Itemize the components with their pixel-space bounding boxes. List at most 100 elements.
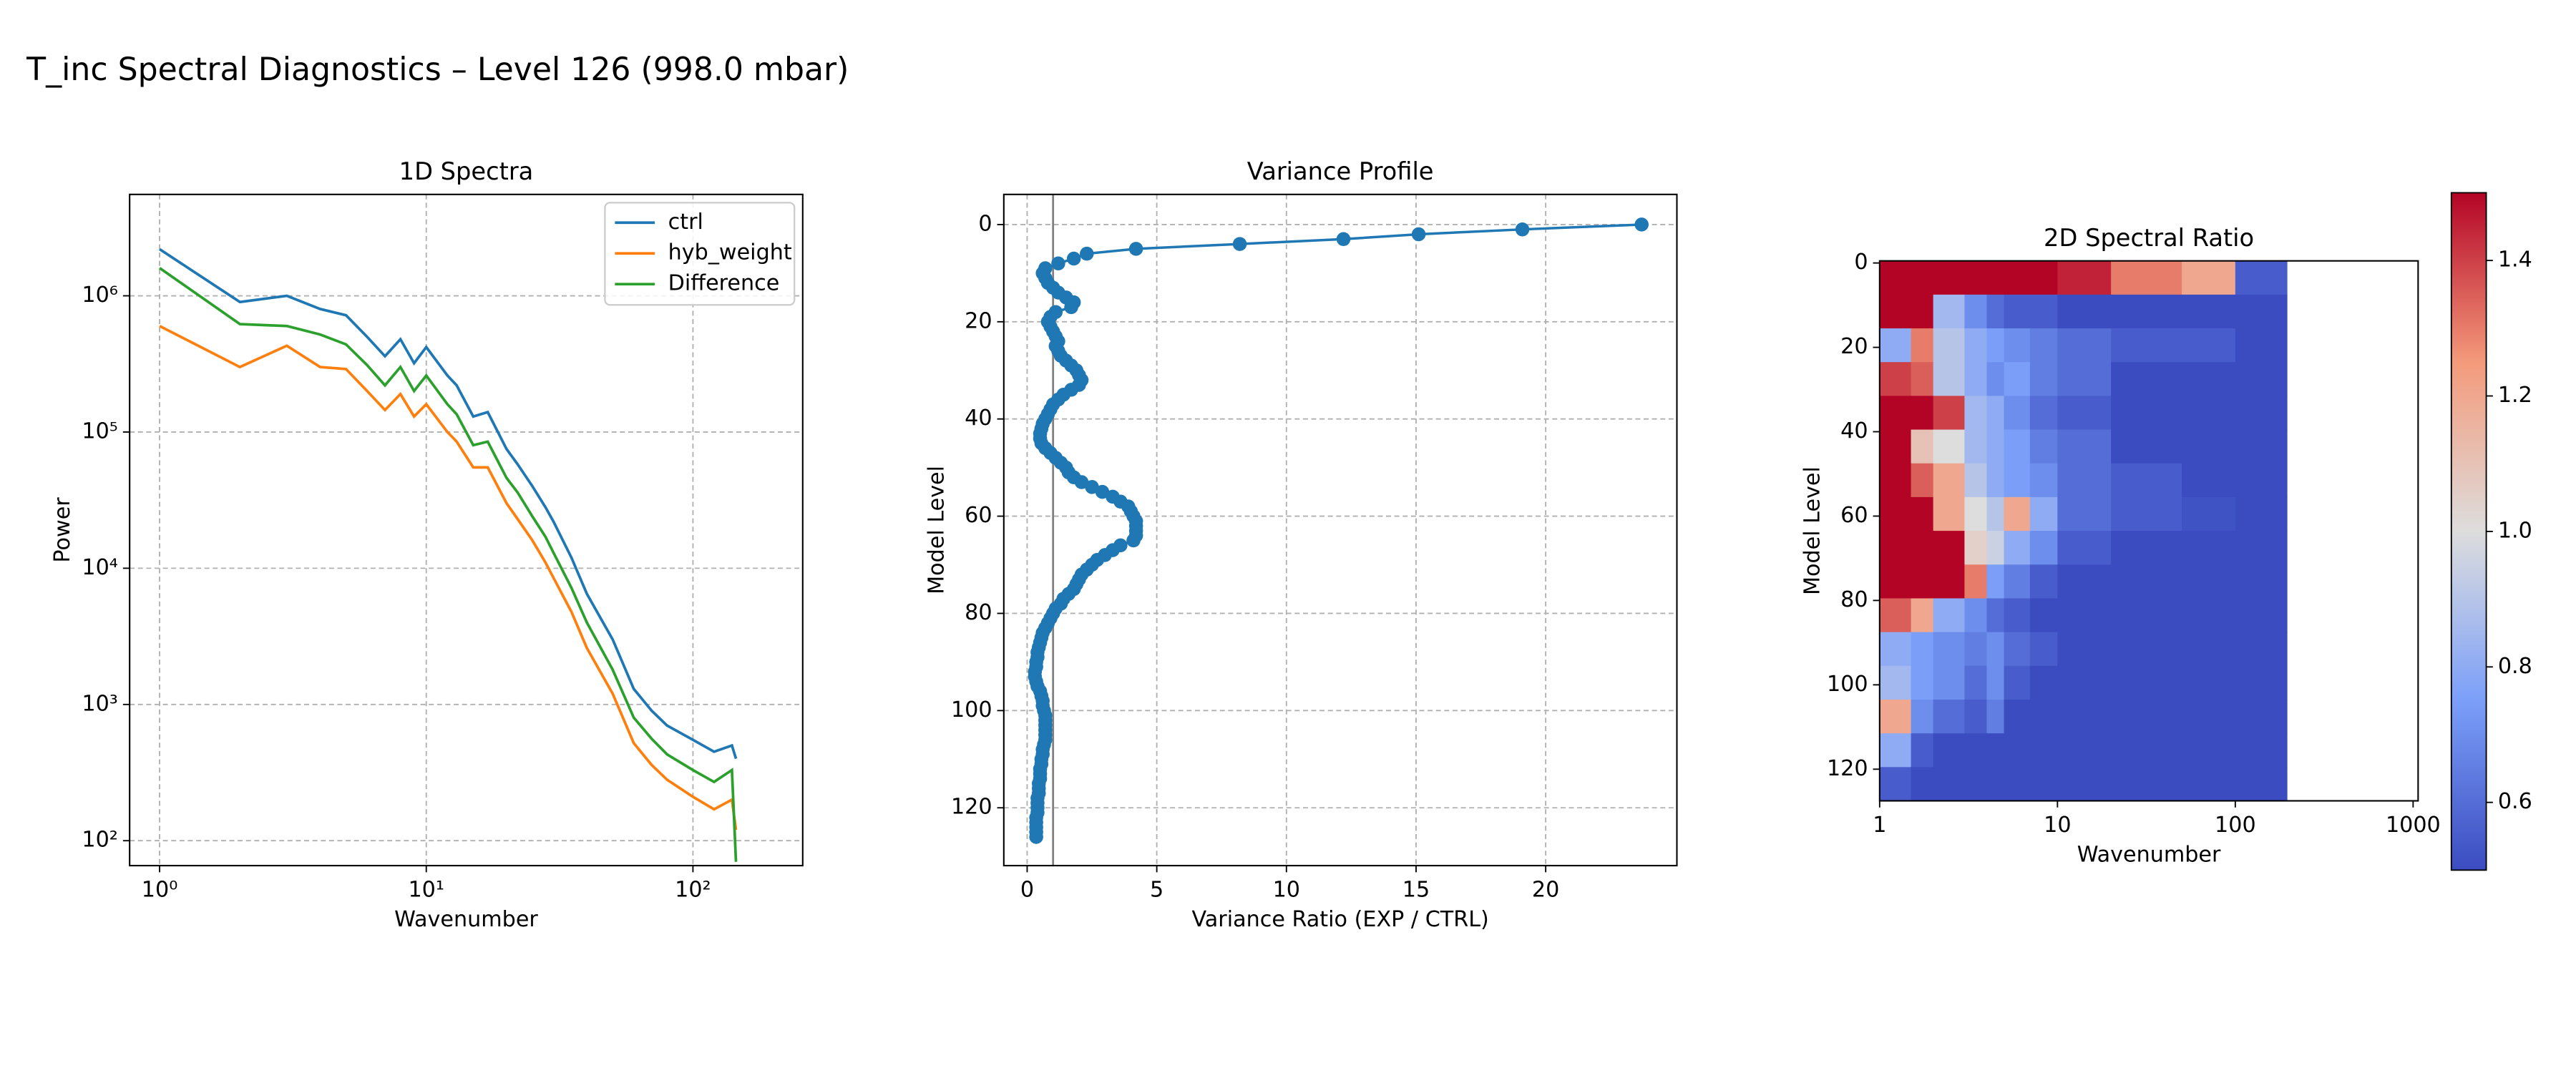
heatmap-cell — [1911, 328, 1934, 363]
heatmap-cell — [1879, 564, 1912, 599]
heatmap-cell — [2004, 260, 2031, 295]
heatmap-cell — [2235, 632, 2288, 667]
heatmap-cell — [2111, 767, 2182, 802]
heatmap-cell — [1911, 463, 1934, 498]
heatmap-cell — [1879, 396, 1912, 431]
heatmap-cell — [2235, 294, 2288, 329]
heatmap-cell — [1964, 598, 1988, 633]
heatmap-cell — [2111, 564, 2182, 599]
heatmap-cell — [2235, 531, 2288, 565]
heatmap-cell — [2057, 733, 2112, 768]
heatmap-cell — [2029, 429, 2059, 464]
heatmap-cell — [2235, 328, 2288, 363]
heatmap-cell — [1933, 699, 1966, 734]
heatmap-cell — [2029, 665, 2059, 700]
heatmap-cell — [2057, 260, 2112, 295]
heatmap-cell — [1933, 767, 1966, 802]
heatmap-cell — [2235, 429, 2288, 464]
heatmap-cell — [2182, 328, 2236, 363]
heatmap-cell — [2111, 598, 2182, 633]
x-tick-label: 10⁰ — [142, 877, 178, 902]
point — [1128, 242, 1143, 256]
point — [1095, 484, 1110, 499]
heatmap-cell — [2235, 598, 2288, 633]
heatmap-cell — [1879, 598, 1912, 633]
figure-title: T_inc Spectral Diagnostics – Level 126 (… — [26, 52, 849, 88]
y-tick-label: 100 — [1827, 672, 1868, 697]
colorbar-tick-label: 0.8 — [2498, 654, 2532, 679]
heatmap-cell — [2004, 632, 2031, 667]
heatmap-cell — [1964, 767, 1988, 802]
x-tick-label: 15 — [1402, 877, 1430, 902]
heatmap-cell — [1986, 429, 2005, 464]
y-tick-label: 60 — [1840, 503, 1868, 528]
heatmap-cell — [1879, 463, 1912, 498]
heatmap-cell — [2057, 564, 2112, 599]
heatmap-cell — [2111, 665, 2182, 700]
heatmap-cell — [1911, 396, 1934, 431]
heatmap-cell — [2111, 260, 2182, 295]
heatmap-cell — [2029, 564, 2059, 599]
x-tick-label: 100 — [2215, 813, 2256, 838]
heatmap-cell — [1986, 531, 2005, 565]
heatmap-cell — [2111, 396, 2182, 431]
series-line — [159, 248, 738, 760]
legend-box — [604, 202, 796, 306]
series-line — [159, 325, 738, 831]
heatmap-cell — [2029, 496, 2059, 531]
heatmap-cell — [1933, 362, 1966, 397]
heatmap-cell — [2182, 396, 2236, 431]
heatmap-cell — [1964, 733, 1988, 768]
heatmap-cell — [1964, 396, 1988, 431]
heatmap-cell — [2057, 665, 2112, 700]
heatmap-cell — [1911, 260, 1934, 295]
point — [1411, 227, 1426, 242]
heatmap-cell — [2004, 598, 2031, 633]
colorbar-tick-label: 0.6 — [2498, 789, 2532, 814]
axes-frame — [1002, 193, 1678, 867]
heatmap-cell — [1879, 767, 1912, 802]
heatmap-cell — [1911, 733, 1934, 768]
heatmap-cell — [2111, 463, 2182, 498]
heatmap-cell — [1964, 564, 1988, 599]
y-tick-label: 10⁵ — [82, 418, 118, 444]
heatmap-cell — [1911, 632, 1934, 667]
heatmap-cell — [2029, 260, 2059, 295]
heatmap-cell — [1964, 665, 1988, 700]
heatmap-cell — [1933, 396, 1966, 431]
heatmap-cell — [2235, 362, 2288, 397]
x-axis-label: Wavenumber — [394, 907, 538, 932]
heatmap-cell — [2182, 767, 2236, 802]
heatmap-cell — [1986, 564, 2005, 599]
heatmap-cell — [1986, 665, 2005, 700]
heatmap-cell — [2057, 396, 2112, 431]
heatmap-cell — [1879, 665, 1912, 700]
heatmap-cell — [1933, 496, 1966, 531]
heatmap-cell — [2182, 429, 2236, 464]
heatmap-cell — [1933, 294, 1966, 329]
heatmap-cell — [2057, 632, 2112, 667]
heatmap-cell — [2057, 598, 2112, 633]
y-tick-label: 40 — [1840, 418, 1868, 444]
heatmap-cell — [2029, 362, 2059, 397]
legend-label: hyb_weight — [668, 240, 792, 265]
point — [1085, 480, 1099, 494]
heatmap-cell — [2004, 463, 2031, 498]
heatmap-cell — [2004, 496, 2031, 531]
heatmap-cell — [2004, 396, 2031, 431]
heatmap-cell — [2057, 328, 2112, 363]
point — [1051, 256, 1065, 271]
heatmap-cell — [2111, 362, 2182, 397]
heatmap-cell — [2057, 767, 2112, 802]
heatmap-cell — [1986, 362, 2005, 397]
x-tick-label: 20 — [1532, 877, 1559, 902]
point — [1074, 475, 1089, 489]
heatmap-cell — [1911, 564, 1934, 599]
heatmap-cell — [1986, 328, 2005, 363]
x-axis-label: Variance Ratio (EXP / CTRL) — [1192, 907, 1489, 932]
heatmap-cell — [2235, 733, 2288, 768]
colorbar-tick-label: 1.4 — [2498, 248, 2532, 273]
x-axis-label: Wavenumber — [2077, 843, 2221, 868]
